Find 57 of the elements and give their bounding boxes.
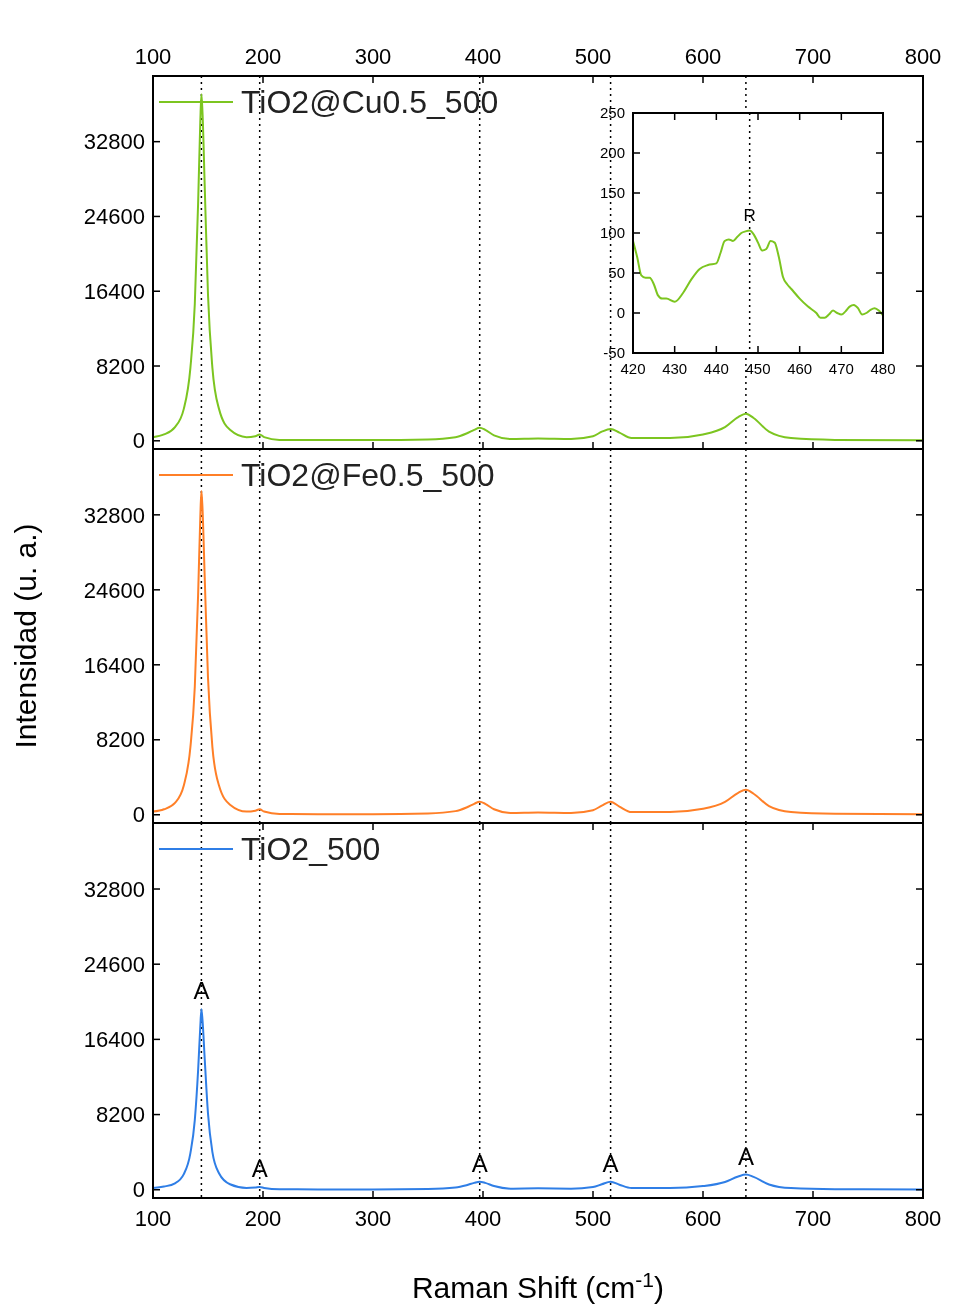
x-tick-label: 200 bbox=[244, 1206, 282, 1231]
x2-tick-label: 200 bbox=[244, 44, 282, 69]
legend-label: TiO2@Fe0.5_500 bbox=[241, 457, 495, 494]
line-series bbox=[152, 1008, 924, 1191]
annotation: R bbox=[743, 205, 756, 225]
x2-tick-label: 500 bbox=[574, 44, 612, 69]
y-tick-label: 16400 bbox=[83, 278, 145, 304]
x-tick-label: 600 bbox=[684, 1206, 722, 1231]
annotation: A bbox=[737, 1142, 754, 1170]
y-tick-label: 0 bbox=[132, 1177, 145, 1203]
legend-label: TiO2@Cu0.5_500 bbox=[241, 84, 499, 121]
y-tick-label: 250 bbox=[599, 104, 625, 122]
y-tick-label: 24600 bbox=[83, 951, 145, 977]
line-series bbox=[152, 490, 924, 816]
y-tick-label: -50 bbox=[603, 344, 625, 362]
x2-tick-label: 800 bbox=[904, 44, 942, 69]
y-tick-label: 24600 bbox=[83, 204, 145, 230]
annotation: A bbox=[193, 977, 210, 1005]
y-tick-label: 24600 bbox=[83, 577, 145, 603]
y-tick-label: 8200 bbox=[96, 1102, 145, 1128]
x-tick-label: 500 bbox=[574, 1206, 612, 1231]
x2-tick-label: 600 bbox=[684, 44, 722, 69]
y-tick-label: 50 bbox=[608, 264, 625, 282]
line-series bbox=[632, 229, 884, 319]
legend-label: TiO2_500 bbox=[241, 831, 381, 868]
y-tick-label: 0 bbox=[616, 304, 625, 322]
y-tick-label: 8200 bbox=[96, 727, 145, 753]
x2-tick-label: 700 bbox=[794, 44, 832, 69]
x-tick-label: 480 bbox=[870, 360, 896, 377]
y-tick-label: 8200 bbox=[96, 353, 145, 379]
y-tick-label: 200 bbox=[599, 144, 625, 162]
y-tick-label: 0 bbox=[132, 802, 145, 828]
x-tick-label: 430 bbox=[662, 360, 688, 377]
annotation: A bbox=[602, 1149, 619, 1177]
y-tick-label: 32800 bbox=[83, 876, 145, 902]
y-tick-label: 16400 bbox=[83, 652, 145, 678]
y-tick-label: 150 bbox=[599, 184, 625, 202]
annotation: A bbox=[471, 1149, 488, 1177]
x-tick-label: 700 bbox=[794, 1206, 832, 1231]
y-axis-title: Intensidad (u. a.) bbox=[9, 523, 42, 749]
x-tick-label: 800 bbox=[904, 1206, 942, 1231]
x-tick-label: 470 bbox=[828, 360, 854, 377]
annotation: A bbox=[251, 1155, 268, 1182]
x-axis-title: Raman Shift (cm$^{-1}$) bbox=[411, 1267, 665, 1304]
y-tick-label: 100 bbox=[599, 224, 625, 242]
x2-tick-label: 400 bbox=[464, 44, 502, 69]
y-tick-label: 32800 bbox=[83, 502, 145, 528]
x2-tick-label: 300 bbox=[354, 44, 392, 69]
x-tick-label: 420 bbox=[620, 360, 646, 377]
x-tick-label: 400 bbox=[464, 1206, 502, 1231]
y-tick-label: 16400 bbox=[83, 1027, 145, 1053]
x-tick-label: 450 bbox=[745, 360, 771, 377]
x-tick-label: 440 bbox=[703, 360, 729, 377]
y-tick-label: 0 bbox=[132, 428, 145, 454]
x-tick-label: 460 bbox=[787, 360, 813, 377]
x-tick-label: 300 bbox=[354, 1206, 392, 1231]
y-tick-label: 32800 bbox=[83, 129, 145, 155]
